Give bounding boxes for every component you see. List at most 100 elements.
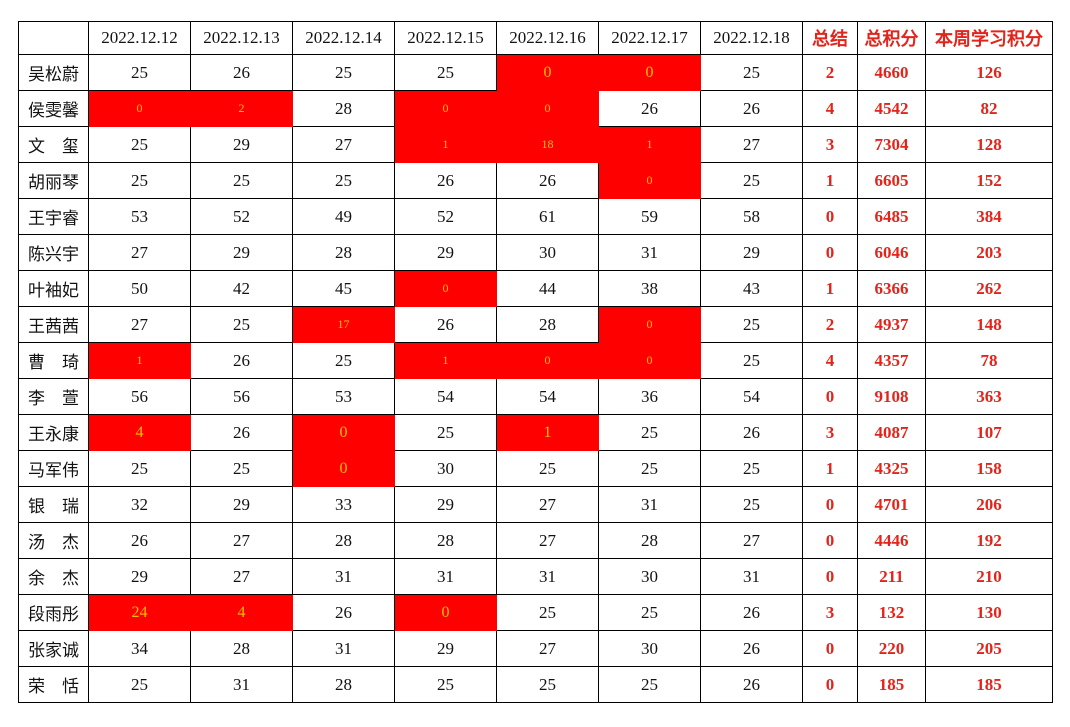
day-score-cell: 25 xyxy=(292,162,395,199)
total-points-cell: 132 xyxy=(857,594,926,631)
total-points-cell: 9108 xyxy=(857,378,926,415)
day-score-cell-flagged: 4 xyxy=(88,414,191,451)
day-score-cell: 28 xyxy=(292,90,395,127)
day-score-cell: 25 xyxy=(88,54,191,91)
summary-cell: 4 xyxy=(802,90,858,127)
date-column-header: 2022.12.13 xyxy=(190,21,293,55)
corner-cell xyxy=(18,21,89,55)
day-score-cell: 31 xyxy=(700,558,803,595)
student-row: 叶袖妃 50 42 45 0 44 38 43 1 6366 262 xyxy=(18,270,1053,307)
day-score-cell: 25 xyxy=(394,414,497,451)
day-score-cell: 29 xyxy=(394,234,497,271)
day-score-cell: 25 xyxy=(394,54,497,91)
day-score-cell: 28 xyxy=(292,522,395,559)
week-study-points-cell: 210 xyxy=(925,558,1053,595)
summary-cell: 0 xyxy=(802,378,858,415)
total-points-cell: 4446 xyxy=(857,522,926,559)
day-score-cell-flagged: 0 xyxy=(496,54,599,91)
day-score-cell: 25 xyxy=(88,450,191,487)
day-score-cell-flagged: 1 xyxy=(598,126,701,163)
date-column-header: 2022.12.15 xyxy=(394,21,497,55)
day-score-cell: 42 xyxy=(190,270,293,307)
day-score-cell: 32 xyxy=(88,486,191,523)
week-study-points-cell: 82 xyxy=(925,90,1053,127)
summary-cell: 0 xyxy=(802,666,858,703)
week-study-points-cell: 192 xyxy=(925,522,1053,559)
day-score-cell: 26 xyxy=(700,630,803,667)
date-column-header: 2022.12.16 xyxy=(496,21,599,55)
summary-cell: 1 xyxy=(802,270,858,307)
total-points-cell: 4660 xyxy=(857,54,926,91)
student-name-cell: 银 瑞 xyxy=(18,486,89,523)
summary-cell: 3 xyxy=(802,414,858,451)
student-name-cell: 曹 琦 xyxy=(18,342,89,379)
day-score-cell: 29 xyxy=(190,486,293,523)
student-name-cell: 吴松蔚 xyxy=(18,54,89,91)
total-points-cell: 4357 xyxy=(857,342,926,379)
total-points-cell: 6046 xyxy=(857,234,926,271)
date-column-header: 2022.12.14 xyxy=(292,21,395,55)
day-score-cell-flagged: 0 xyxy=(88,90,191,127)
header-row: 2022.12.12 2022.12.13 2022.12.14 2022.12.15… xyxy=(18,21,1053,55)
day-score-cell: 27 xyxy=(190,522,293,559)
summary-cell: 2 xyxy=(802,54,858,91)
day-score-cell-flagged: 1 xyxy=(394,126,497,163)
student-row: 银 瑞 32 29 33 29 27 31 25 0 4701 206 xyxy=(18,486,1053,523)
day-score-cell: 59 xyxy=(598,198,701,235)
total-points-cell: 220 xyxy=(857,630,926,667)
day-score-cell: 44 xyxy=(496,270,599,307)
day-score-cell: 29 xyxy=(700,234,803,271)
week-study-points-cell: 363 xyxy=(925,378,1053,415)
day-score-cell: 31 xyxy=(394,558,497,595)
week-study-points-cell: 107 xyxy=(925,414,1053,451)
day-score-cell: 31 xyxy=(190,666,293,703)
student-row: 文 玺 25 29 27 1 18 1 27 3 7304 128 xyxy=(18,126,1053,163)
day-score-cell: 30 xyxy=(598,630,701,667)
day-score-cell: 26 xyxy=(700,666,803,703)
summary-cell: 0 xyxy=(802,558,858,595)
total-points-cell: 211 xyxy=(857,558,926,595)
day-score-cell: 25 xyxy=(496,594,599,631)
day-score-cell: 26 xyxy=(394,306,497,343)
date-column-header: 2022.12.12 xyxy=(88,21,191,55)
day-score-cell: 43 xyxy=(700,270,803,307)
day-score-cell: 25 xyxy=(700,306,803,343)
student-name-cell: 张家诚 xyxy=(18,630,89,667)
day-score-cell: 25 xyxy=(394,666,497,703)
student-row: 余 杰 29 27 31 31 31 30 31 0 211 210 xyxy=(18,558,1053,595)
summary-cell: 0 xyxy=(802,486,858,523)
weekly-points-table-wrap: 2022.12.12 2022.12.13 2022.12.14 2022.12.15… xyxy=(18,21,1053,703)
student-name-cell: 李 萱 xyxy=(18,378,89,415)
week-study-points-cell: 185 xyxy=(925,666,1053,703)
total-points-cell: 4087 xyxy=(857,414,926,451)
student-row: 李 萱 56 56 53 54 54 36 54 0 9108 363 xyxy=(18,378,1053,415)
week-study-points-cell: 158 xyxy=(925,450,1053,487)
day-score-cell: 52 xyxy=(190,198,293,235)
week-study-points-cell: 205 xyxy=(925,630,1053,667)
week-study-points-cell: 78 xyxy=(925,342,1053,379)
summary-cell: 0 xyxy=(802,630,858,667)
day-score-cell: 27 xyxy=(292,126,395,163)
day-score-cell: 49 xyxy=(292,198,395,235)
total-points-cell: 4701 xyxy=(857,486,926,523)
summary-cell: 0 xyxy=(802,234,858,271)
day-score-cell: 27 xyxy=(190,558,293,595)
day-score-cell: 28 xyxy=(292,666,395,703)
day-score-cell: 29 xyxy=(190,234,293,271)
day-score-cell: 26 xyxy=(598,90,701,127)
week-study-points-cell: 203 xyxy=(925,234,1053,271)
student-row: 马军伟 25 25 0 30 25 25 25 1 4325 158 xyxy=(18,450,1053,487)
table-body: 吴松蔚 25 26 25 25 0 0 25 2 4660 126 侯雯馨 0 2 28 0 0 26 26 4 454… xyxy=(18,54,1053,703)
student-name-cell: 王永康 xyxy=(18,414,89,451)
day-score-cell: 54 xyxy=(394,378,497,415)
day-score-cell: 25 xyxy=(598,450,701,487)
student-row: 侯雯馨 0 2 28 0 0 26 26 4 4542 82 xyxy=(18,90,1053,127)
day-score-cell-flagged: 4 xyxy=(190,594,293,631)
student-name-cell: 陈兴宇 xyxy=(18,234,89,271)
student-row: 胡丽琴 25 25 25 26 26 0 25 1 6605 152 xyxy=(18,162,1053,199)
summary-cell: 2 xyxy=(802,306,858,343)
day-score-cell: 52 xyxy=(394,198,497,235)
day-score-cell: 25 xyxy=(496,666,599,703)
day-score-cell: 25 xyxy=(598,594,701,631)
week-study-points-cell: 206 xyxy=(925,486,1053,523)
